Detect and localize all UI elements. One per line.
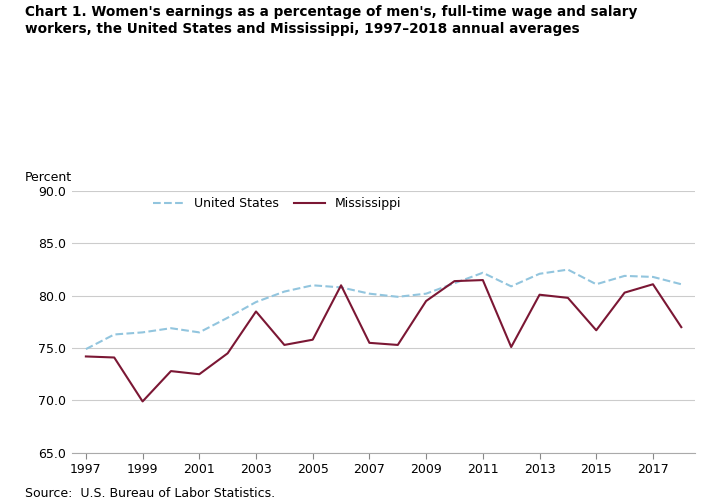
Mississippi: [195, 371, 204, 377]
Mississippi: [223, 350, 232, 356]
Mississippi: [564, 295, 572, 301]
Mississippi: [110, 355, 118, 361]
United States: [138, 329, 147, 336]
Mississippi: [422, 298, 430, 304]
Legend: United States, Mississippi: United States, Mississippi: [153, 197, 402, 210]
Text: Percent: Percent: [25, 171, 72, 184]
United States: [592, 281, 601, 287]
Mississippi: [677, 324, 685, 330]
United States: [308, 282, 317, 288]
United States: [195, 329, 204, 336]
Mississippi: [252, 308, 260, 314]
United States: [620, 273, 629, 279]
Mississippi: [649, 281, 657, 287]
Mississippi: [337, 282, 346, 288]
Line: Mississippi: Mississippi: [86, 280, 681, 401]
Mississippi: [138, 398, 147, 404]
United States: [422, 291, 430, 297]
United States: [223, 315, 232, 321]
Text: Chart 1. Women's earnings as a percentage of men's, full-time wage and salary
wo: Chart 1. Women's earnings as a percentag…: [25, 5, 637, 36]
Mississippi: [450, 278, 459, 284]
Mississippi: [478, 277, 487, 283]
United States: [110, 331, 118, 338]
Mississippi: [280, 342, 289, 348]
United States: [394, 294, 402, 300]
Text: Source:  U.S. Bureau of Labor Statistics.: Source: U.S. Bureau of Labor Statistics.: [25, 487, 275, 500]
United States: [564, 267, 572, 273]
Mississippi: [308, 337, 317, 343]
Mississippi: [592, 327, 601, 333]
United States: [507, 283, 516, 289]
United States: [252, 299, 260, 305]
Mississippi: [394, 342, 402, 348]
United States: [677, 281, 685, 287]
Mississippi: [620, 290, 629, 296]
United States: [450, 280, 459, 286]
United States: [365, 291, 374, 297]
Mississippi: [535, 292, 543, 298]
United States: [337, 284, 346, 290]
Mississippi: [82, 354, 90, 360]
United States: [280, 289, 289, 295]
United States: [166, 325, 175, 331]
United States: [82, 346, 90, 352]
Mississippi: [166, 368, 175, 374]
Mississippi: [365, 340, 374, 346]
United States: [535, 271, 543, 277]
United States: [649, 274, 657, 280]
Mississippi: [507, 344, 516, 350]
Line: United States: United States: [86, 270, 681, 349]
United States: [478, 270, 487, 276]
